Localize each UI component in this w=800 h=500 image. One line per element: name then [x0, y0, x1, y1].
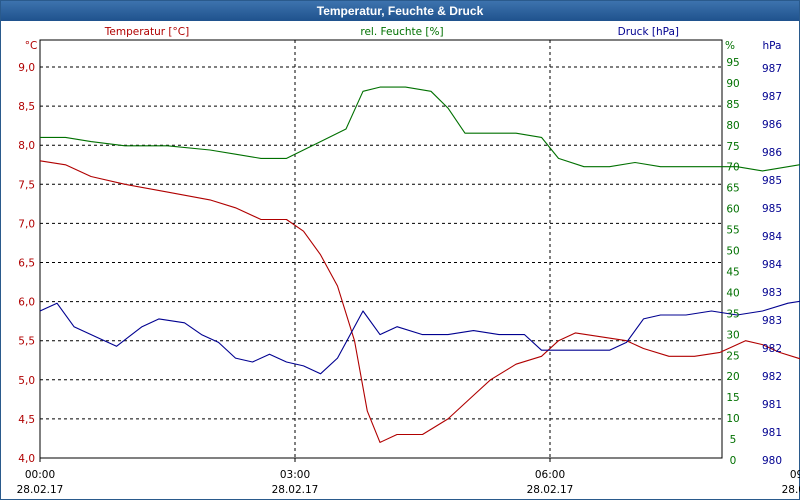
temp-tick-label: 6,5 — [18, 258, 35, 270]
hum-tick-label: 10 — [726, 413, 739, 425]
hum-tick-label: 30 — [726, 329, 739, 341]
hum-tick-label: 5 — [730, 434, 737, 446]
plot-area — [39, 39, 723, 459]
hum-tick-label: 75 — [726, 141, 739, 153]
hum-tick-label: 15 — [726, 392, 739, 404]
press-tick-label: 984 — [762, 259, 782, 271]
hum-tick-label: 35 — [726, 308, 739, 320]
press-tick-label: 983 — [762, 315, 782, 327]
press-tick-label: 984 — [762, 231, 782, 243]
temp-axis-title: Temperatur [°C] — [104, 26, 189, 38]
press-tick-label: 983 — [762, 287, 782, 299]
press-tick-label: 987 — [762, 63, 782, 75]
temp-unit-label: °C — [25, 40, 38, 52]
press-unit-label: hPa — [763, 40, 782, 52]
x-tick-date: 28.02.17 — [782, 484, 800, 496]
x-tick-date: 28.02.17 — [272, 484, 319, 496]
press-axis-title: Druck [hPa] — [618, 26, 679, 38]
hum-tick-label: 25 — [726, 350, 739, 362]
temp-tick-label: 4,5 — [18, 414, 35, 426]
hum-tick-label: 65 — [726, 183, 739, 195]
x-tick-time: 06:00 — [535, 469, 565, 481]
temp-tick-label: 9,0 — [18, 62, 35, 74]
x-tick-time: 03:00 — [280, 469, 310, 481]
x-tick-time: 09:00 — [790, 469, 800, 481]
temp-tick-label: 7,0 — [18, 218, 35, 230]
hum-tick-label: 80 — [726, 120, 739, 132]
press-tick-label: 981 — [762, 427, 782, 439]
hum-unit-label: % — [725, 40, 735, 52]
temp-tick-label: 6,0 — [18, 297, 35, 309]
press-tick-label: 986 — [762, 147, 782, 159]
hum-tick-label: 50 — [726, 246, 739, 258]
press-tick-label: 985 — [762, 175, 782, 187]
press-tick-label: 987 — [762, 91, 782, 103]
x-tick-time: 00:00 — [25, 469, 55, 481]
temp-tick-label: 8,0 — [18, 140, 35, 152]
hum-tick-label: 85 — [726, 99, 739, 111]
temp-tick-label: 8,5 — [18, 101, 35, 113]
hum-axis-title: rel. Feuchte [%] — [360, 26, 443, 38]
temp-tick-label: 7,5 — [18, 179, 35, 191]
temp-tick-label: 5,5 — [18, 336, 35, 348]
hum-tick-label: 60 — [726, 204, 739, 216]
series-line-hum — [40, 86, 800, 172]
hum-tick-label: 45 — [726, 266, 739, 278]
temp-tick-label: 4,0 — [18, 453, 35, 465]
series-line-press — [39, 300, 800, 375]
press-tick-label: 985 — [762, 203, 782, 215]
chart-title: Temperatur, Feuchte & Druck — [1, 1, 799, 21]
series-line-temp — [39, 160, 800, 443]
hum-tick-label: 70 — [726, 162, 739, 174]
x-tick-date: 28.02.17 — [527, 484, 574, 496]
press-tick-label: 980 — [762, 455, 782, 467]
press-tick-label: 982 — [762, 371, 782, 383]
axis-labels: 4,0 4,5 5,0 5,5 6,0 6,5 7,0 7,5 8,0 8,5 9,0 00:00 28… — [17, 26, 800, 496]
press-tick-label: 982 — [762, 343, 782, 355]
temp-tick-label: 5,0 — [18, 375, 35, 387]
hum-tick-label: 20 — [726, 371, 739, 383]
press-tick-label: 981 — [762, 399, 782, 411]
hum-tick-label: 40 — [726, 287, 739, 299]
x-tick-date: 28.02.17 — [17, 484, 64, 496]
series-lines — [39, 86, 800, 443]
hum-tick-label: 95 — [726, 57, 739, 69]
hum-tick-label: 0 — [730, 455, 737, 467]
hum-tick-label: 90 — [726, 78, 739, 90]
hum-tick-label: 55 — [726, 225, 739, 237]
press-tick-label: 986 — [762, 119, 782, 131]
grid-lines — [39, 40, 722, 462]
